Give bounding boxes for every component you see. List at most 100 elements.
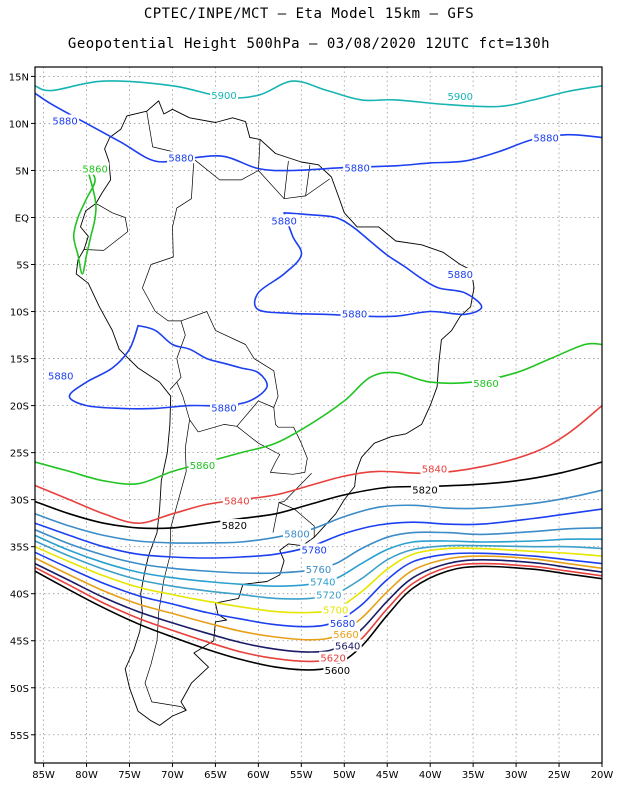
contour-label-bg — [283, 527, 312, 540]
map-title-line-1: CPTEC/INPE/MCT – Eta Model 15km – GFS — [143, 6, 475, 22]
country-border — [176, 381, 274, 433]
contour-label-bg — [220, 519, 249, 532]
map-title-line-2: Geopotential Height 500hPa – 03/08/2020 … — [67, 36, 551, 52]
contour-label-5660: 5660 — [333, 630, 358, 641]
contour-label-bg — [323, 663, 352, 676]
contour-label-5880: 5880 — [344, 164, 369, 175]
contour-label-5860: 5860 — [82, 165, 107, 176]
contour-label-bg — [333, 639, 362, 652]
country-border — [272, 473, 312, 533]
map-background — [35, 67, 602, 763]
country-border — [193, 139, 261, 181]
contour-label-layer: 5900 5900 5880 5880 5880 5880 5880 5880 5880 5880… — [46, 89, 561, 677]
lat-tick-label: 5N — [15, 166, 29, 177]
contour-label-bg — [188, 458, 217, 471]
contour-label-5800: 5800 — [284, 530, 309, 541]
contour-label-5900: 5900 — [448, 92, 473, 103]
landmass-layer — [75, 100, 475, 726]
contour-label-bg — [304, 563, 333, 576]
contour-label-5900: 5900 — [211, 91, 236, 102]
contour-label-bg — [46, 369, 75, 382]
south-america-coastline — [75, 100, 475, 726]
grid-lines — [35, 67, 602, 763]
contour-line-5600 — [35, 565, 602, 671]
country-border — [83, 203, 129, 251]
lat-tick-label: 35S — [10, 543, 29, 554]
contour-layer — [35, 80, 602, 671]
lon-tick-label: 25W — [548, 770, 571, 781]
contour-line-5680 — [35, 551, 602, 628]
contour-line-5660 — [35, 555, 602, 641]
country-border — [283, 161, 289, 199]
country-border — [180, 311, 279, 408]
contour-label-bg — [222, 494, 251, 507]
contour-label-5880: 5880 — [533, 134, 558, 145]
contour-label-5600: 5600 — [325, 666, 350, 677]
contour-line-5880 — [35, 92, 602, 172]
contour-label-5880: 5880 — [211, 403, 236, 414]
contour-label-bg — [331, 628, 360, 641]
contour-label-5840: 5840 — [224, 497, 249, 508]
lon-tick-label: 75W — [118, 770, 141, 781]
contour-line-5820 — [35, 461, 602, 530]
lat-tick-label: 5S — [16, 261, 29, 272]
contour-label-5820: 5820 — [412, 485, 437, 496]
lon-tick-label: 85W — [32, 770, 55, 781]
contour-label-bg — [210, 89, 238, 102]
contour-label-bg — [472, 377, 501, 390]
country-border — [236, 407, 308, 475]
contour-line-5860 — [72, 165, 97, 275]
contour-label-bg — [319, 651, 348, 664]
contour-label-bg — [308, 575, 337, 588]
lat-tick-label: 40S — [10, 590, 29, 601]
contour-label-5620: 5620 — [320, 654, 345, 665]
contour-label-bg — [270, 214, 299, 227]
contour-label-bg — [210, 401, 238, 414]
contour-label-5780: 5780 — [301, 545, 326, 556]
contour-label-5700: 5700 — [323, 606, 348, 617]
contour-label-5640: 5640 — [335, 641, 360, 652]
lon-tick-label: 20W — [591, 770, 614, 781]
contour-label-5880: 5880 — [271, 216, 296, 227]
lon-tick-label: 40W — [419, 770, 442, 781]
contour-line-5860 — [35, 342, 602, 485]
contour-label-bg — [314, 588, 343, 601]
contour-label-5880: 5880 — [52, 117, 77, 128]
contour-line-5840 — [35, 404, 602, 524]
contour-label-bg — [300, 543, 329, 556]
lon-tick-label: 30W — [505, 770, 528, 781]
contour-label-5860: 5860 — [473, 379, 498, 390]
axis-ticks — [31, 75, 603, 767]
contour-label-5740: 5740 — [310, 577, 335, 588]
contour-label-bg — [328, 616, 357, 629]
lat-tick-label: 55S — [10, 731, 29, 742]
contour-label-5880: 5880 — [168, 153, 193, 164]
country-border — [144, 419, 190, 711]
contour-label-5840: 5840 — [422, 465, 447, 476]
lon-tick-label: 80W — [75, 770, 98, 781]
contour-label-bg — [167, 151, 196, 164]
lat-tick-label: 25S — [10, 449, 29, 460]
lat-tick-label: 45S — [10, 637, 29, 648]
contour-line-5640 — [35, 558, 602, 653]
contour-label-5760: 5760 — [306, 565, 331, 576]
axis-tick-labels: 85W 80W 75W 70W 65W 60W 55W 50W 45W 40W 35W 30W 25W 2… — [9, 72, 614, 781]
contour-label-bg — [81, 162, 110, 175]
lon-tick-label: 70W — [161, 770, 184, 781]
contour-label-5880: 5880 — [448, 270, 473, 281]
contour-label-bg — [343, 161, 372, 174]
lat-tick-label: 15N — [9, 72, 29, 83]
lat-tick-label: 30S — [10, 496, 29, 507]
lat-tick-label: 20S — [10, 402, 29, 413]
lat-tick-label: 50S — [10, 684, 29, 695]
lon-tick-label: 35W — [462, 770, 485, 781]
contour-label-bg — [446, 90, 475, 103]
contour-label-bg — [340, 307, 369, 320]
contour-label-bg — [420, 462, 449, 475]
lon-tick-label: 45W — [376, 770, 399, 781]
contour-label-bg — [321, 603, 350, 616]
lon-tick-label: 50W — [333, 770, 356, 781]
lat-tick-label: 10N — [9, 119, 29, 130]
country-border — [258, 170, 330, 200]
